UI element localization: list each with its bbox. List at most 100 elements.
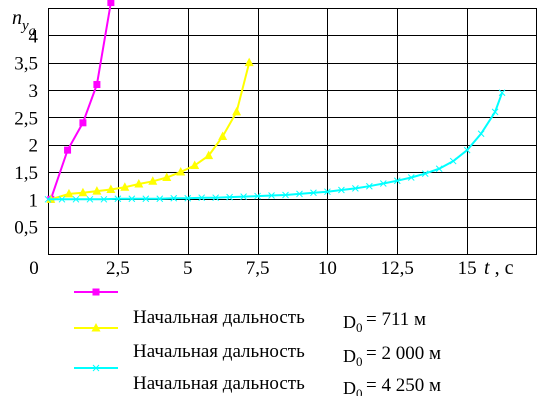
data-point: [296, 190, 303, 198]
legend-symbol: D0: [343, 378, 363, 396]
data-point: [324, 188, 331, 196]
legend-symbol: D0: [343, 312, 363, 335]
plot-frame: [48, 8, 537, 255]
legend-symbol-sub: 0: [356, 320, 363, 335]
y-axis-label-sub: y: [20, 18, 29, 34]
data-point: [435, 165, 443, 173]
data-point: [268, 192, 275, 199]
data-point: [244, 57, 254, 67]
data-point: [148, 176, 158, 185]
data-point: [64, 188, 74, 198]
data-point: [240, 193, 247, 200]
y-tick-label: 3,5: [14, 54, 38, 75]
data-point: [498, 89, 506, 97]
data-point: [79, 119, 87, 127]
legend-value: = 2 000 м: [366, 343, 441, 364]
data-point: [92, 186, 102, 195]
legend-entry-3: Начальная дальность D0 = 4 250 м: [133, 373, 441, 396]
data-point: [449, 157, 457, 165]
x-tick-label: 15: [458, 258, 477, 279]
legend-swatch-2: [74, 323, 118, 332]
legend-value: = 711 м: [366, 309, 426, 330]
x-tick-label: 12,5: [381, 258, 414, 279]
y-tick-label: 1: [29, 190, 39, 211]
y-tick-label: 1,5: [14, 163, 38, 184]
data-point: [365, 182, 373, 190]
x-tick-label: 2,5: [106, 258, 130, 279]
x-tick-label: 7,5: [246, 258, 270, 279]
y-tick-label: 4: [29, 26, 39, 47]
legend-symbol-sub: 0: [356, 354, 363, 369]
legend-symbol-sub: 0: [356, 386, 363, 396]
x-tick-label: 5: [183, 258, 193, 279]
data-point: [204, 150, 214, 160]
legend-marker: [91, 323, 101, 332]
series-line: [48, 92, 504, 201]
legend-label: Начальная дальность: [133, 307, 305, 328]
data-point: [176, 167, 186, 176]
data-point: [107, 0, 115, 7]
legend-label: Начальная дальность: [133, 373, 305, 394]
plot-background: [48, 8, 537, 254]
data-point: [184, 194, 192, 202]
y-axis-label-subsub: a: [29, 24, 36, 39]
data-point: [491, 108, 499, 116]
data-point: [232, 106, 242, 116]
legend-marker: [92, 288, 100, 296]
legend-label: Начальная дальность: [133, 341, 305, 362]
data-point: [477, 130, 485, 138]
grid: [48, 8, 537, 254]
data-point: [128, 195, 136, 203]
data-point: [162, 172, 172, 181]
data-point: [282, 191, 289, 199]
data-point: [120, 182, 130, 191]
data-point: [379, 180, 387, 187]
data-point: [44, 195, 52, 203]
legend-marker: [92, 364, 100, 372]
legend-entry-1: Начальная дальность D0 = 711 м: [133, 307, 426, 335]
data-point: [190, 160, 200, 169]
legend-symbol: D0: [343, 346, 363, 369]
y-tick-label: 2: [29, 136, 39, 157]
data-point: [100, 195, 108, 203]
data-point: [93, 81, 101, 89]
data-point: [338, 186, 345, 194]
data-point: [142, 195, 150, 203]
data-point: [393, 177, 401, 185]
data-point: [226, 193, 233, 201]
legend-value: = 4 250 м: [366, 375, 441, 396]
legend-swatch-1: [74, 288, 118, 296]
series-3: [44, 89, 506, 203]
data-point: [254, 192, 261, 200]
data-point: [352, 185, 359, 192]
origin-label: 0: [29, 258, 39, 279]
data-point: [407, 174, 415, 181]
y-tick-label: 3: [29, 81, 39, 102]
data-point: [106, 184, 116, 193]
y-tick-label: 0,5: [14, 218, 38, 239]
data-point: [421, 170, 429, 177]
y-axis-label: nya: [12, 7, 36, 39]
data-point: [78, 187, 88, 197]
data-point: [72, 195, 80, 203]
data-point: [86, 195, 94, 203]
data-point: [212, 194, 220, 202]
data-point: [170, 194, 178, 202]
data-point: [218, 131, 228, 140]
legend-entry-2: Начальная дальность D0 = 2 000 м: [133, 341, 441, 369]
legend-swatch-3: [74, 364, 118, 372]
data-point: [198, 194, 206, 202]
data-point: [64, 146, 72, 154]
x-tick-label: 10: [318, 258, 337, 279]
plot-area: [48, 8, 537, 254]
data-point: [114, 195, 122, 203]
data-point: [134, 179, 144, 188]
data-point: [463, 146, 471, 154]
data-point: [310, 189, 317, 197]
data-point: [58, 195, 66, 203]
y-tick-label: 2,5: [14, 108, 38, 129]
tick-labels: 0,5 1 1,5 2 2,5 3 3,5 4 0 2,5 5 7,5 10 12,5 15: [14, 26, 476, 279]
data-point: [156, 195, 164, 203]
